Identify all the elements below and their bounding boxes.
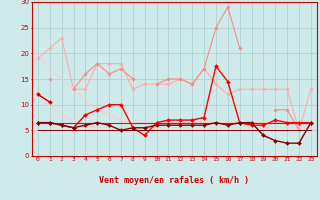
X-axis label: Vent moyen/en rafales ( km/h ): Vent moyen/en rafales ( km/h ): [100, 176, 249, 185]
